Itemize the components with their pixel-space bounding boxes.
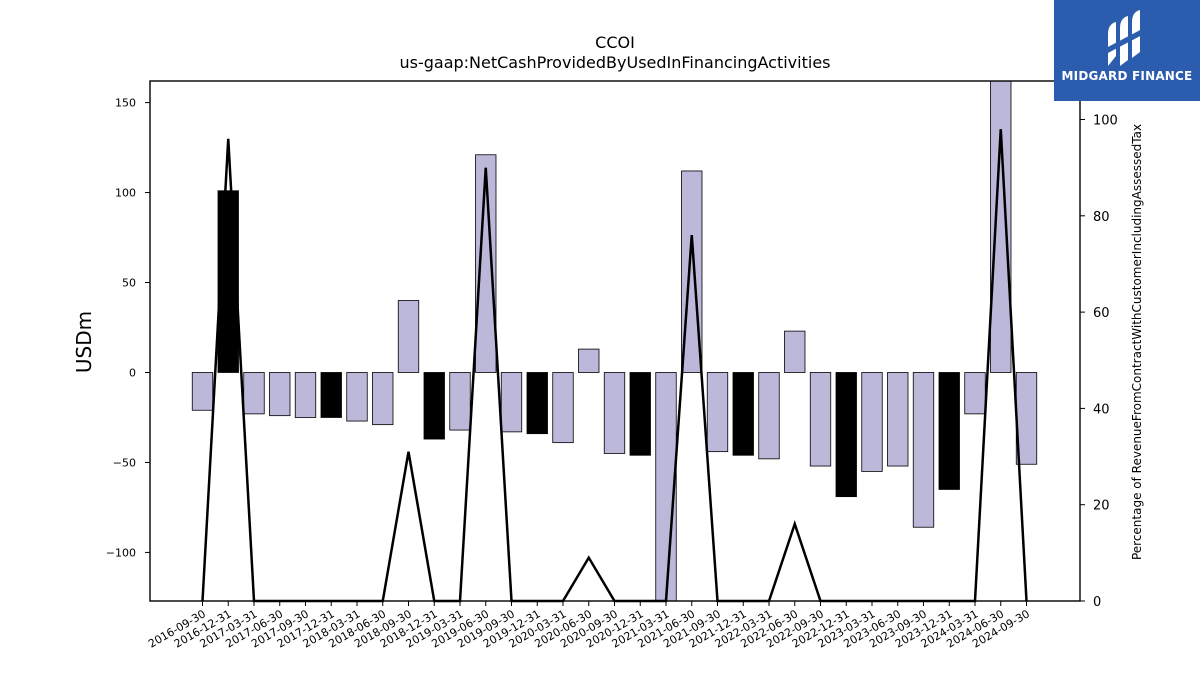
bar-2024-03-31 <box>964 372 986 415</box>
y-tick-label: 150 <box>115 97 136 110</box>
bar-2021-09-30 <box>706 372 729 453</box>
bar-2023-06-30 <box>887 372 909 467</box>
bar-2018-09-30 <box>397 300 420 373</box>
bar-2017-09-30 <box>294 372 317 418</box>
bar-2022-12-31 <box>835 372 857 498</box>
bar-2021-12-31 <box>732 372 754 456</box>
axes: −100−500501001500204060801002016-09-3020… <box>106 80 1118 651</box>
bar-2023-12-31 <box>938 372 960 490</box>
bar-2022-09-30 <box>809 372 832 467</box>
y2-tick-label: 80 <box>1093 210 1110 225</box>
bar-2018-12-31 <box>423 372 445 440</box>
midgard-logo-icon <box>1106 10 1144 66</box>
bar-2020-03-31 <box>552 372 574 444</box>
bar-2022-03-31 <box>758 372 780 460</box>
chart-subtitle: us-gaap:NetCashProvidedByUsedInFinancing… <box>399 53 830 72</box>
y2-tick-label: 60 <box>1093 306 1110 321</box>
chart-title: CCOI <box>595 33 635 52</box>
bar-2019-09-30 <box>500 372 523 433</box>
bar-2020-06-30 <box>578 348 600 373</box>
y-tick-label: −100 <box>106 546 136 559</box>
y2-tick-label: 0 <box>1093 595 1101 610</box>
bar-2017-12-31 <box>320 372 342 418</box>
bar-2022-06-30 <box>784 330 806 373</box>
y-tick-label: 100 <box>115 187 136 200</box>
y-tick-label: 0 <box>129 366 136 379</box>
bar-2016-09-30 <box>191 372 214 411</box>
bar-2024-06-30 <box>990 80 1012 373</box>
bar-2018-03-31 <box>346 372 368 422</box>
y2-tick-label: 100 <box>1093 114 1118 129</box>
y-tick-label: 50 <box>122 277 136 290</box>
bar-2017-03-31 <box>243 372 265 415</box>
y2-tick-label: 40 <box>1093 402 1110 417</box>
line-series <box>201 129 1028 603</box>
plot-frame <box>149 80 1081 602</box>
bars <box>191 80 1038 602</box>
bar-2023-03-31 <box>861 372 883 472</box>
y2-axis-label: Percentage of RevenueFromContractWithCus… <box>1130 124 1144 560</box>
bar-2019-06-30 <box>475 154 497 373</box>
brand-name: MIDGARD FINANCE <box>1061 69 1193 83</box>
y-tick-label: −50 <box>113 456 136 469</box>
y2-tick-label: 20 <box>1093 499 1110 514</box>
bar-2018-06-30 <box>372 372 394 426</box>
y-axis-label: USDm <box>72 311 96 373</box>
bar-2019-12-31 <box>526 372 548 435</box>
bar-2020-09-30 <box>603 372 626 454</box>
brand-logo: MIDGARD FINANCE <box>1054 0 1200 101</box>
percentage-line <box>201 129 1028 603</box>
bar-2023-09-30 <box>912 372 935 528</box>
bar-2019-03-31 <box>449 372 471 431</box>
bar-2020-12-31 <box>629 372 651 456</box>
bar-2017-06-30 <box>269 372 291 417</box>
